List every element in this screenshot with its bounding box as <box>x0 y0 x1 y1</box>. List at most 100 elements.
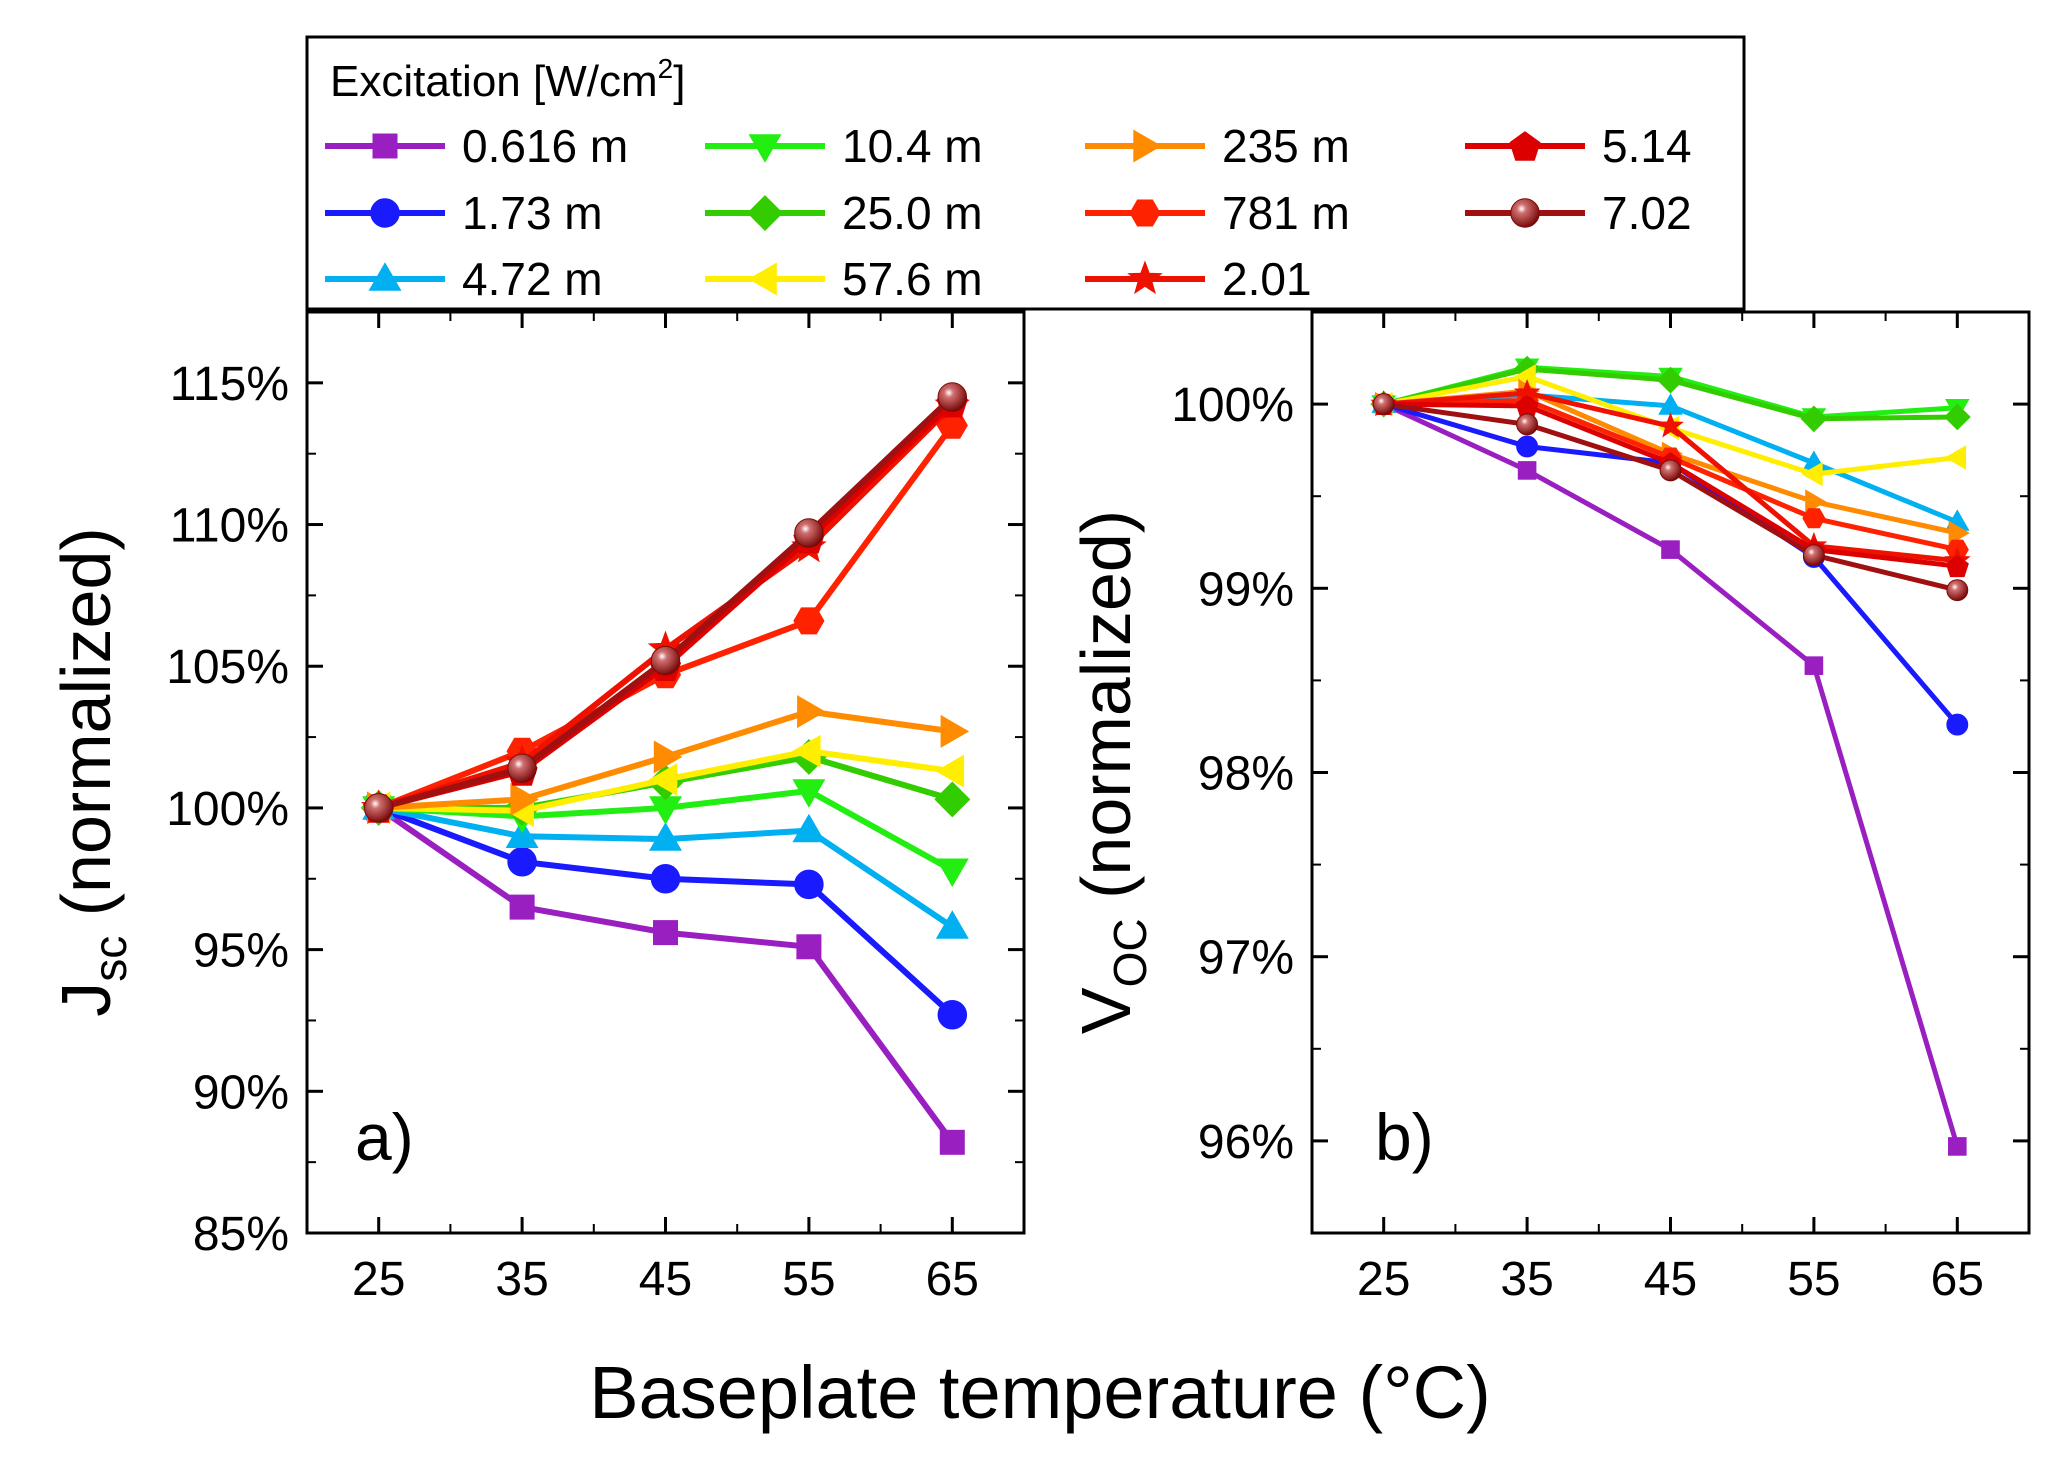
b-data-point <box>1945 555 1969 578</box>
legend-marker <box>370 198 400 228</box>
shared-x-axis-label: Baseplate temperature (°C) <box>589 1351 1491 1434</box>
a-ytick-label: 95% <box>193 925 289 978</box>
legend-item: 781 m <box>1085 187 1350 239</box>
a-xtick-label: 35 <box>495 1253 548 1306</box>
a-data-point <box>653 920 678 946</box>
legend-marker <box>372 133 398 159</box>
a-data-point <box>796 934 822 960</box>
b-xtick-label: 65 <box>1931 1253 1984 1306</box>
legend-marker <box>368 262 402 291</box>
legend-item: 4.72 m <box>325 253 603 305</box>
a-data-point <box>650 645 681 676</box>
a-series-line <box>377 394 955 811</box>
b-data-point <box>1944 445 1967 470</box>
a-data-point <box>507 847 537 877</box>
a-data-point <box>792 779 826 808</box>
legend-marker <box>748 134 782 163</box>
legend-label: 4.72 m <box>462 253 603 305</box>
legend-item: 1.73 m <box>325 187 603 239</box>
panel-b-ticks: 25 35 45 55 65 96% 97% 98% 99% 100% <box>1171 311 2030 1306</box>
b-data-point <box>1516 435 1539 458</box>
a-ytick-label: 105% <box>166 641 289 694</box>
a-series-235-m <box>366 695 970 825</box>
a-series-0-616-m <box>366 795 965 1155</box>
panel-b-ylabel: VOC (normalized) <box>1067 510 1156 1034</box>
legend-item: 10.4 m <box>705 120 983 172</box>
legend: Excitation [W/cm2] 0.616 m 1.73 m 4.72 m 10… <box>305 35 1746 311</box>
legend-label: 0.616 m <box>462 120 628 172</box>
b-xtick-label: 45 <box>1644 1253 1697 1306</box>
a-data-point <box>507 753 537 783</box>
a-data-point <box>793 607 825 635</box>
b-xtick-label: 25 <box>1357 1253 1410 1306</box>
a-ytick-label: 100% <box>166 783 289 836</box>
legend-label: 10.4 m <box>842 120 983 172</box>
b-data-point <box>1657 412 1684 438</box>
b-data-point <box>1943 403 1971 431</box>
a-data-point <box>939 1129 965 1155</box>
legend-item: 57.6 m <box>705 253 983 305</box>
legend-marker <box>1133 129 1162 163</box>
legend-label: 235 m <box>1222 120 1350 172</box>
a-data-point <box>797 695 826 729</box>
a-data-point <box>505 819 539 848</box>
a-data-point <box>935 858 969 887</box>
b-data-point <box>1801 461 1823 487</box>
a-data-point <box>794 518 824 548</box>
b-data-point <box>1372 393 1395 416</box>
a-data-point <box>794 869 824 900</box>
b-series-7-02 <box>1372 393 1969 602</box>
b-data-point <box>1946 579 1969 602</box>
b-ytick-label: 96% <box>1198 1116 1294 1169</box>
b-data-point <box>1804 656 1824 675</box>
legend-item: 0.616 m <box>325 120 628 172</box>
b-data-point <box>1805 489 1827 515</box>
b-data-point <box>1514 364 1536 389</box>
b-data-point <box>1948 520 1970 546</box>
a-data-point <box>937 1000 968 1030</box>
panel-b-voc: 25 35 45 55 65 96% 97% 98% 99% 100% b) VOC (norma… <box>1067 310 2031 1306</box>
b-xtick-label: 55 <box>1787 1253 1840 1306</box>
legend-item: 2.01 <box>1085 253 1312 305</box>
b-xtick-label: 35 <box>1500 1253 1553 1306</box>
b-series-0-616-m <box>1374 394 1967 1156</box>
a-data-point <box>653 740 683 774</box>
b-data-point <box>1802 508 1826 529</box>
legend-label: 5.14 <box>1602 120 1692 172</box>
legend-label: 57.6 m <box>842 253 983 305</box>
a-xtick-label: 55 <box>782 1253 835 1306</box>
b-data-point <box>1517 461 1537 480</box>
a-series-7-02 <box>363 382 968 823</box>
legend-item: 25.0 m <box>705 187 983 239</box>
a-data-point <box>937 382 968 412</box>
a-xtick-label: 45 <box>639 1253 692 1306</box>
legend-marker <box>748 262 777 296</box>
b-data-point <box>1802 544 1825 567</box>
a-data-point <box>934 781 971 818</box>
legend-label: 25.0 m <box>842 187 983 239</box>
legend-marker <box>1509 131 1541 161</box>
b-data-point <box>1657 366 1684 394</box>
b-series-25-0-m <box>1370 355 1971 433</box>
a-data-point <box>509 894 535 920</box>
a-data-point <box>650 864 681 894</box>
a-ytick-label: 85% <box>193 1208 289 1261</box>
a-series-line <box>376 805 955 1145</box>
b-series-1-73-m <box>1372 393 1969 736</box>
b-ytick-label: 100% <box>1171 379 1294 432</box>
a-ytick-label: 90% <box>193 1066 289 1119</box>
a-data-point <box>935 910 969 939</box>
b-data-point <box>1516 413 1539 436</box>
legend-item: 5.14 <box>1465 120 1692 172</box>
legend-marker <box>747 195 784 232</box>
a-data-point <box>363 793 394 823</box>
b-data-point <box>1800 405 1828 433</box>
legend-label: 781 m <box>1222 187 1350 239</box>
panel-b-series <box>1370 355 1971 1156</box>
a-xtick-label: 65 <box>926 1253 979 1306</box>
panel-a-ylabel: Jsc (normalized) <box>47 527 136 1016</box>
legend-frame <box>305 35 1746 311</box>
b-ytick-label: 97% <box>1198 932 1294 985</box>
legend-marker <box>1510 198 1540 228</box>
